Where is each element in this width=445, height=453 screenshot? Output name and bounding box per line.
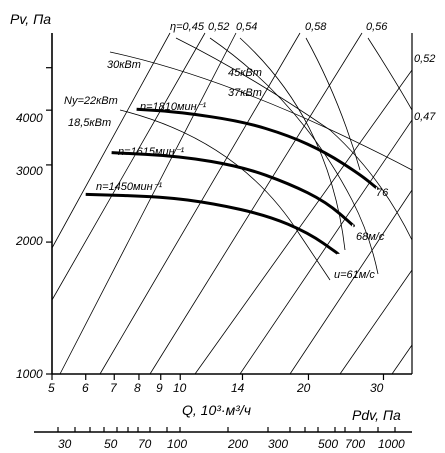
y-tick-label: 4000: [16, 111, 43, 125]
system-line: [239, 119, 413, 375]
efficiency-label: 0,56: [366, 21, 388, 33]
efficiency-label: 0,54: [236, 21, 257, 33]
series-line-0: [136, 107, 379, 190]
x-tick-label: 7: [110, 381, 118, 395]
x2-tick-label: 700: [345, 437, 365, 451]
y-tick-label: 3000: [16, 164, 43, 178]
x-tick-label: 14: [231, 381, 245, 395]
x2-axis-title: Pdv, Па: [352, 407, 401, 423]
series-line-1: [111, 151, 355, 228]
efficiency-curve: [305, 37, 361, 171]
x2-tick-label: 100: [167, 437, 187, 451]
efficiency-curve: [109, 51, 413, 171]
efficiency-label: η=0,45: [170, 21, 205, 33]
x2-tick-label: 1000: [378, 437, 405, 451]
efficiency-label: 0,52: [414, 53, 435, 65]
y-tick-label: 1000: [16, 367, 43, 381]
plot-frame: [34, 33, 413, 433]
series-label: n=1810мин⁻¹: [140, 101, 207, 113]
x2-tick-label: 500: [318, 437, 338, 451]
efficiency-lines: [51, 32, 413, 375]
series-label: n=1615мин⁻¹: [118, 146, 185, 158]
efficiency-curve: [367, 37, 413, 111]
x2-tick-label: 200: [227, 437, 248, 451]
efficiency-curve: [175, 37, 413, 241]
x2-tick-label: 30: [58, 437, 72, 451]
system-line: [339, 269, 413, 375]
x-tick-label: 20: [296, 381, 311, 395]
x-tick-label: 8: [134, 381, 141, 395]
system-line: [149, 32, 363, 375]
system-line: [289, 189, 413, 375]
velocity-label: 76: [376, 187, 389, 199]
power-label: 37кВт: [228, 87, 262, 99]
system-line: [391, 344, 413, 375]
efficiency-label: 0,52: [208, 21, 229, 33]
x-tick-label: 5: [48, 381, 55, 395]
velocity-label: u=61м/с: [334, 269, 375, 281]
power-label: 30кВт: [107, 59, 141, 71]
y-tick-label: 2000: [15, 234, 43, 248]
efficiency-curve: [119, 109, 331, 281]
x2-tick-label: 300: [268, 437, 288, 451]
system-line: [99, 32, 301, 375]
system-line: [59, 32, 237, 375]
x-tick-label: 10: [173, 381, 187, 395]
series-line-2: [85, 192, 340, 256]
efficiency-label: 0,58: [305, 21, 327, 33]
system-line: [194, 69, 413, 375]
velocity-label: 68м/с: [356, 231, 385, 243]
x-axis-title: Q, 10³·м³/ч: [182, 402, 251, 418]
system-line: [51, 32, 171, 249]
x-tick-label: 9: [156, 381, 163, 395]
y-axis-title: Pv, Па: [10, 11, 51, 27]
x2-tick-label: 50: [104, 437, 118, 451]
series-label: n=1450мин⁻¹: [96, 181, 163, 193]
x-tick-label: 6: [82, 381, 89, 395]
system-line: [51, 32, 206, 301]
speed-curves: [85, 107, 379, 256]
power-label: 45кВт: [228, 67, 262, 79]
axis-ticks: [46, 67, 396, 432]
power-label: 18,5кВт: [68, 117, 111, 129]
power-label: Ny=22кВт: [64, 95, 118, 107]
x-tick-label: 30: [370, 381, 384, 395]
efficiency-curve: [239, 37, 346, 251]
efficiency-curve: [209, 37, 379, 275]
efficiency-label: 0,47: [414, 111, 436, 123]
x2-tick-label: 70: [138, 437, 152, 451]
